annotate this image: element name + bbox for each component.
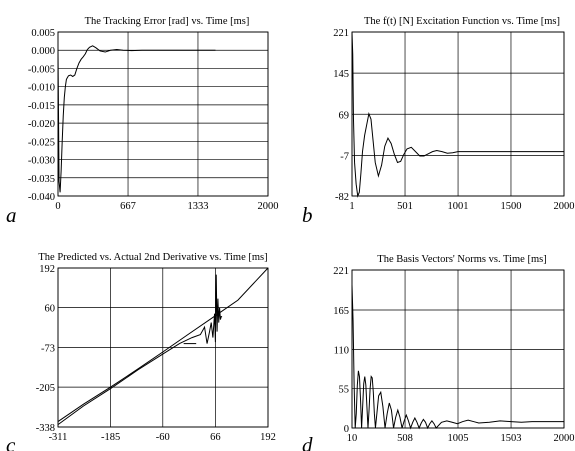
x-tick-label: 1005 <box>448 433 469 444</box>
y-tick-label: -73 <box>41 344 55 355</box>
chart-panel-3: -311 -185 -60 66 192 192 60 -73 -205 -338 The Pred… <box>6 252 276 451</box>
x-tick-label: -185 <box>101 432 120 443</box>
y-tick-label: -7 <box>340 151 349 162</box>
y-tick-label: -0.035 <box>28 174 55 185</box>
x-tick-label: 2000 <box>554 201 575 212</box>
chart-panel-1: 0 667 1333 2000 0.005 0.000 -0.005 -0.010 -0.015… <box>6 16 279 227</box>
y-tick-label: -0.025 <box>28 137 55 148</box>
panel-letter: b <box>302 203 313 227</box>
series-line-1 <box>351 284 564 430</box>
chart-title: The Predicted vs. Actual 2nd Derivative … <box>38 252 267 263</box>
y-tick-label: -0.020 <box>28 119 55 130</box>
y-tick-label: 110 <box>334 345 349 356</box>
y-tick-label: 221 <box>333 28 349 39</box>
y-tick-label: 0 <box>344 424 349 435</box>
plot-frame <box>57 31 269 197</box>
x-tick-label: -311 <box>49 432 68 443</box>
x-tick-label: 66 <box>210 432 221 443</box>
plot-frame <box>57 267 269 428</box>
chart-title: The Tracking Error [rad] vs. Time [ms] <box>85 16 250 27</box>
plot-frame <box>351 31 565 197</box>
x-tick-label: 667 <box>120 201 136 212</box>
y-tick-label: -205 <box>36 383 55 394</box>
series-line-1 <box>351 31 564 198</box>
y-tick-label: 0.000 <box>31 46 55 57</box>
y-tick-label: 0.005 <box>31 28 55 39</box>
x-tick-label: 2000 <box>258 201 279 212</box>
x-tick-label: 1 <box>349 201 354 212</box>
series-line-2 <box>57 274 223 426</box>
y-tick-label: -0.030 <box>28 156 55 167</box>
x-tick-label: 192 <box>260 432 276 443</box>
chart-panel-4: 10 508 1005 1503 2000 221 165 110 55 0 The Basis V… <box>302 254 575 451</box>
y-tick-label: 55 <box>339 385 350 396</box>
x-tick-label: 508 <box>397 433 413 444</box>
y-tick-label: -338 <box>36 423 55 434</box>
x-tick-label: 0 <box>55 201 60 212</box>
chart-title: The Basis Vectors' Norms vs. Time [ms] <box>377 254 546 265</box>
y-tick-label: 69 <box>339 110 350 121</box>
panel-letter: d <box>302 433 313 451</box>
y-tick-label: 165 <box>333 306 349 317</box>
y-tick-label: 221 <box>333 266 349 277</box>
y-tick-label: -0.010 <box>28 83 55 94</box>
plot-frame <box>351 269 565 429</box>
x-tick-label: 2000 <box>554 433 575 444</box>
y-tick-label: -0.040 <box>28 192 55 203</box>
x-tick-label: 1333 <box>187 201 208 212</box>
chart-title: The f(t) [N] Excitation Function vs. Tim… <box>364 16 560 27</box>
x-tick-label: 1503 <box>501 433 522 444</box>
x-tick-label: 501 <box>397 201 413 212</box>
chart-panel-2: 1 501 1001 1500 2000 221 145 69 -7 -82 The f(t) [N… <box>302 16 575 227</box>
y-tick-label: 60 <box>45 304 56 315</box>
y-tick-label: -82 <box>335 192 349 203</box>
panel-letter: c <box>6 433 16 451</box>
panel-letter: a <box>6 203 17 227</box>
x-tick-label: 1001 <box>448 201 469 212</box>
y-tick-label: -0.005 <box>28 64 55 75</box>
series-line-1 <box>57 45 216 193</box>
x-tick-label: 1500 <box>500 201 521 212</box>
y-tick-label: 192 <box>39 264 55 275</box>
x-tick-label: 10 <box>347 433 358 444</box>
x-tick-label: -60 <box>156 432 170 443</box>
series-line-1 <box>57 267 269 423</box>
y-tick-label: -0.015 <box>28 101 55 112</box>
y-tick-label: 145 <box>333 69 349 80</box>
